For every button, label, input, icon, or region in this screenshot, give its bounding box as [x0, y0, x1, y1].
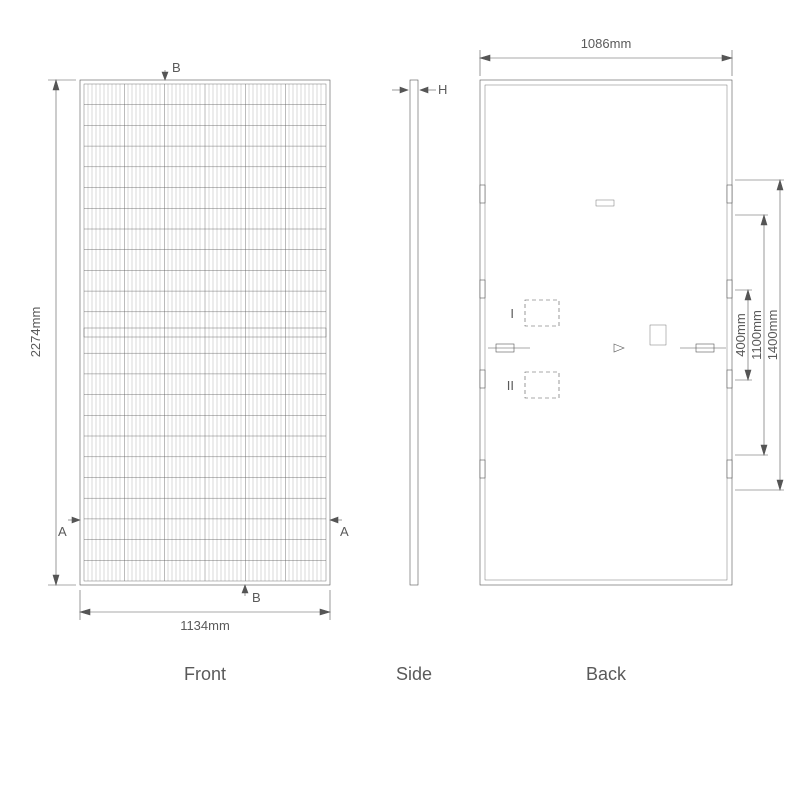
- back-dim-1400: 1400mm: [765, 310, 780, 361]
- marker-B-bot: B: [252, 590, 261, 605]
- back-width-label: 1086mm: [581, 36, 632, 51]
- back-top-dimension: [480, 50, 732, 76]
- marker-B-top: B: [172, 60, 181, 75]
- marker-H: H: [438, 82, 447, 97]
- front-view: 2274mm 1134mm B B A A: [28, 60, 349, 633]
- side-label: Side: [396, 664, 432, 684]
- back-dim-1100: 1100mm: [749, 310, 764, 360]
- front-width-dimension: [80, 590, 330, 620]
- marker-II: II: [507, 378, 514, 393]
- back-view: 1086mm I II: [480, 36, 784, 585]
- side-view: H: [392, 80, 447, 585]
- cable-connectors: [488, 344, 726, 352]
- front-cell-grid: [84, 84, 326, 581]
- marker-A-left: A: [58, 524, 67, 539]
- marker-I: I: [510, 306, 514, 321]
- front-height-dimension: [48, 80, 76, 585]
- back-dim-400: 400mm: [733, 313, 748, 356]
- back-label: Back: [586, 664, 627, 684]
- marker-A-right: A: [340, 524, 349, 539]
- front-width-label: 1134mm: [180, 618, 230, 633]
- front-label: Front: [184, 664, 226, 684]
- front-height-label: 2274mm: [28, 307, 43, 358]
